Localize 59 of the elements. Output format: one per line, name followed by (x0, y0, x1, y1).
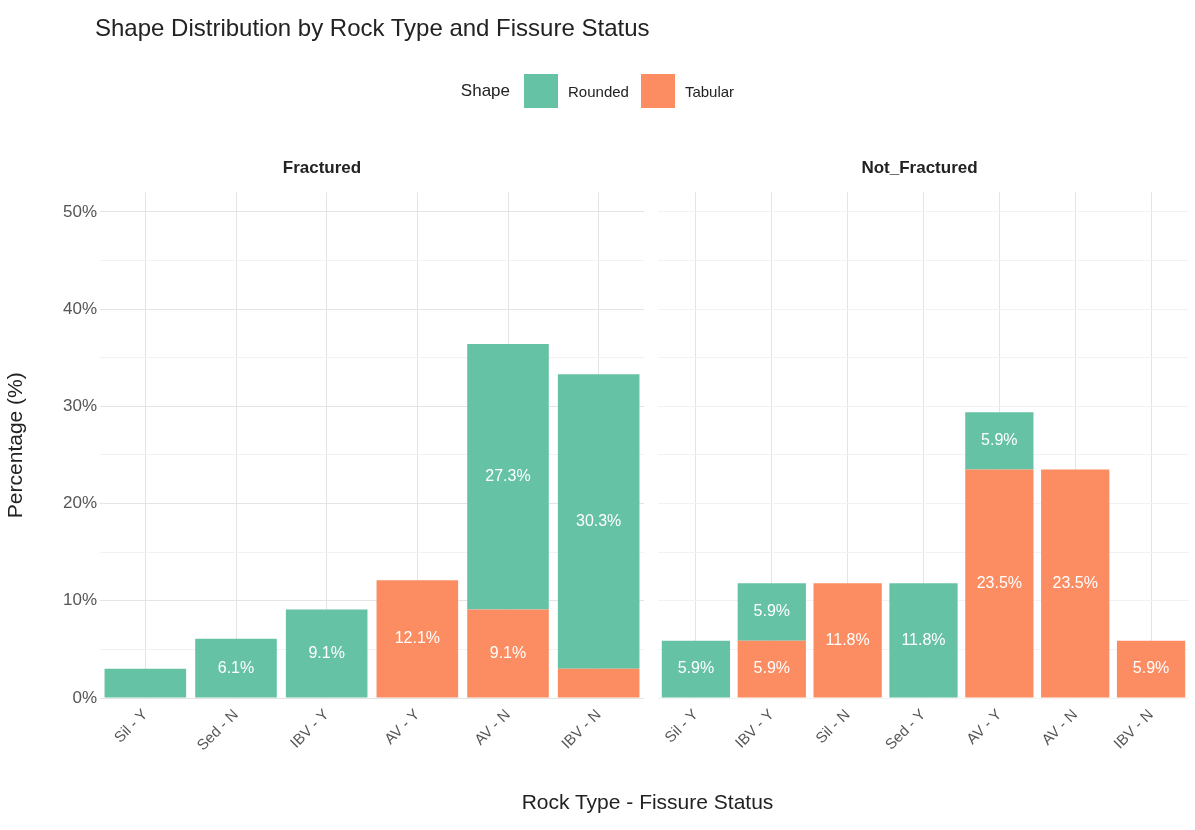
bar (737, 640, 806, 698)
x-tick-label: IBV - N (557, 705, 604, 752)
data-label: 11.8% (825, 630, 870, 648)
chart-title: Shape Distribution by Rock Type and Fissure Status (95, 14, 650, 42)
legend-title: Shape (460, 81, 511, 101)
bar (467, 344, 549, 610)
y-tick-label: 40% (62, 298, 97, 318)
y-tick-label: 10% (62, 590, 97, 610)
x-tick-label: Sil - Y (660, 705, 701, 746)
bar (737, 583, 806, 641)
legend-label: Rounded (568, 82, 629, 100)
y-axis-title: Percentage (%) (3, 372, 27, 519)
chart-subtitle: Fractured (282, 157, 362, 177)
bar (1116, 640, 1186, 698)
x-tick-label: IBV - N (1109, 705, 1157, 752)
y-tick-label: 50% (62, 201, 97, 221)
bar (661, 640, 731, 698)
data-label: 11.8% (901, 630, 946, 648)
bar (557, 374, 640, 669)
data-label: 23.5% (976, 573, 1023, 591)
data-label: 6.1% (217, 658, 255, 676)
bar (965, 412, 1034, 470)
bar (813, 583, 882, 698)
data-label: 5.9% (753, 602, 791, 620)
data-label: 9.1% (489, 643, 527, 661)
x-tick-label: Sed - N (193, 705, 242, 754)
data-label: 27.3% (485, 467, 531, 485)
bar (195, 638, 277, 698)
legend-label: Tabular (684, 82, 735, 100)
chart-title: Not_Fractured (861, 157, 978, 177)
data-label: 30.3% (575, 511, 622, 529)
x-tick-label: AV - N (1037, 705, 1081, 748)
data-label: 9.1% (308, 643, 345, 661)
data-label: 12.1% (394, 629, 441, 647)
bar (376, 580, 459, 698)
bar (285, 609, 368, 698)
x-tick-label: AV - Y (380, 705, 423, 748)
x-tick-label: IBV - Y (286, 705, 332, 751)
x-axis-title: Rock Type - Fissure Status (520, 790, 775, 814)
bar (104, 668, 187, 698)
x-tick-label: Sil - N (811, 705, 853, 747)
bar (467, 609, 549, 698)
data-label: 5.9% (1132, 659, 1170, 677)
y-tick-label: 0% (72, 687, 97, 707)
x-tick-label: IBV - Y (731, 705, 777, 751)
x-tick-label: AV - N (470, 705, 514, 748)
bar (965, 469, 1034, 698)
data-label: 5.9% (753, 659, 791, 677)
bar (889, 583, 958, 698)
bar (1041, 469, 1110, 698)
y-tick-label: 20% (62, 493, 97, 513)
y-tick-label: 30% (62, 396, 97, 415)
x-tick-label: Sil - Y (110, 705, 151, 746)
data-label: 5.9% (677, 659, 715, 677)
data-label: 5.9% (981, 431, 1018, 449)
bar (557, 668, 640, 698)
data-label: 23.5% (1052, 573, 1098, 591)
x-tick-label: AV - Y (962, 705, 1005, 748)
x-tick-label: Sed - Y (881, 705, 929, 753)
